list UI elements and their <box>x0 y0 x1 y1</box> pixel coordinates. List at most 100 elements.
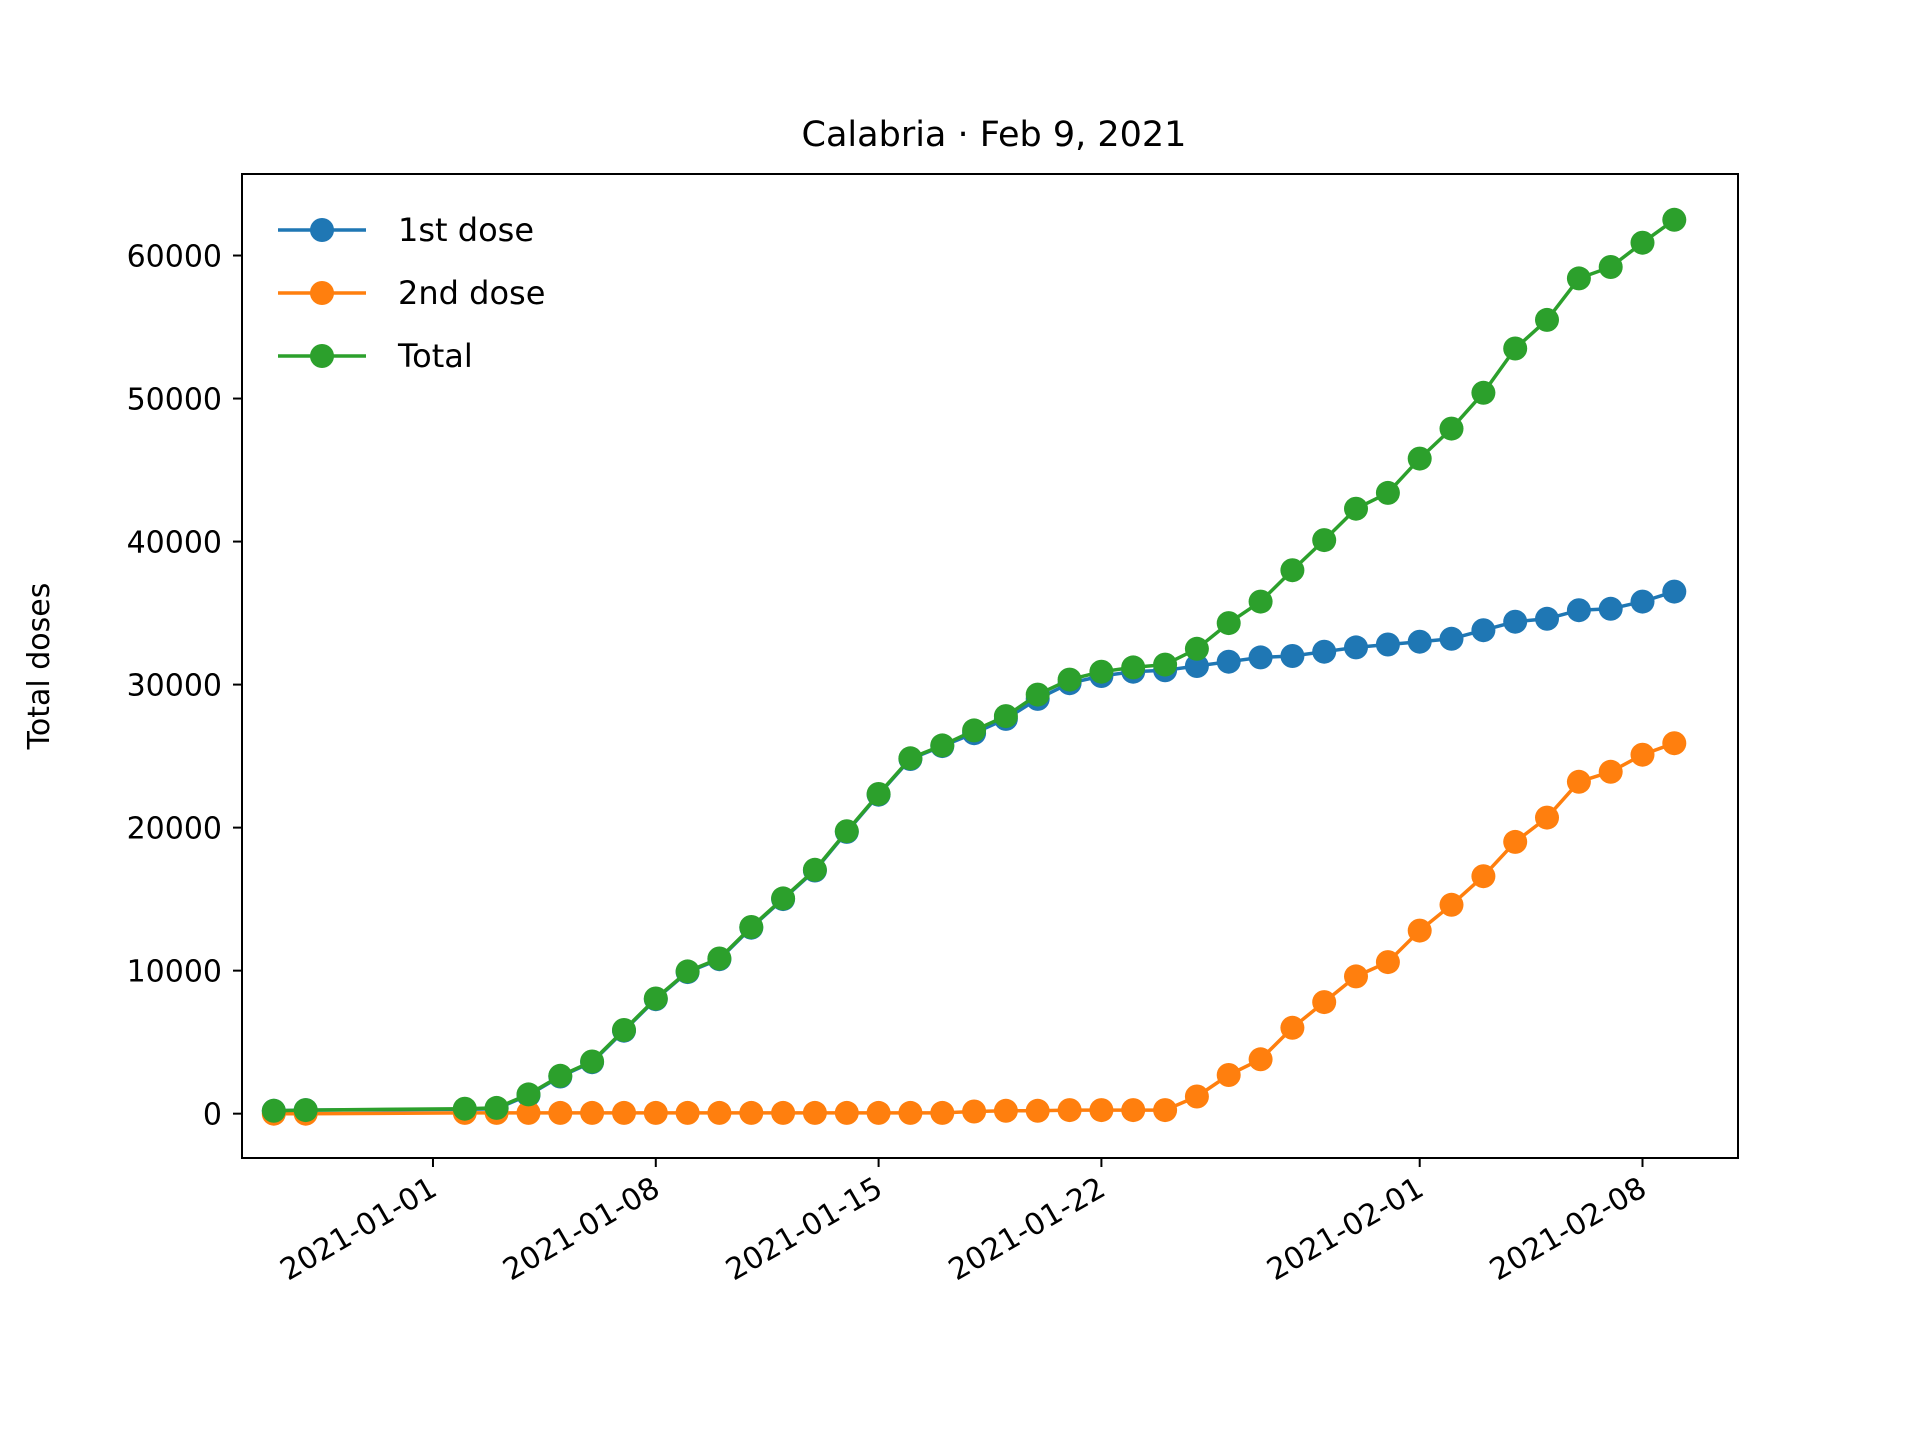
legend-label: Total <box>397 337 473 375</box>
data-point <box>1025 1098 1050 1123</box>
data-point <box>1216 1063 1241 1087</box>
data-point <box>1375 950 1400 975</box>
data-point <box>993 704 1018 729</box>
data-point <box>516 1082 541 1107</box>
data-point <box>802 857 827 882</box>
data-point <box>1216 649 1241 674</box>
data-point <box>1407 918 1432 943</box>
data-point <box>1312 528 1337 553</box>
data-point <box>548 1100 573 1125</box>
legend-label: 1st dose <box>398 211 534 249</box>
data-point <box>1535 805 1559 830</box>
data-point <box>612 1100 636 1125</box>
legend: 1st dose 2nd dose Total <box>278 211 545 375</box>
data-point <box>1184 636 1209 661</box>
data-point <box>1121 1098 1146 1123</box>
y-tick-label: 0 <box>203 1098 222 1133</box>
data-point <box>1471 618 1496 643</box>
data-point <box>1407 629 1432 654</box>
data-point <box>898 746 923 771</box>
data-point <box>1471 864 1496 889</box>
data-point <box>1439 892 1464 917</box>
data-point <box>484 1095 509 1120</box>
legend-item: Total <box>278 337 473 375</box>
data-point <box>1407 446 1432 471</box>
data-point <box>1280 1015 1305 1040</box>
data-point <box>1439 626 1464 651</box>
data-point <box>675 959 700 984</box>
data-point <box>261 1098 286 1123</box>
data-point <box>898 1100 923 1125</box>
data-point <box>1503 829 1528 854</box>
data-point <box>1312 639 1337 664</box>
data-point <box>1057 667 1082 692</box>
data-point <box>707 1100 732 1125</box>
data-point <box>580 1100 605 1125</box>
data-point <box>643 1100 668 1125</box>
data-point <box>771 1100 796 1125</box>
data-point <box>548 1063 573 1088</box>
data-point <box>675 1100 700 1125</box>
data-point <box>1344 964 1368 989</box>
data-point <box>866 1100 891 1125</box>
chart-title: Calabria · Feb 9, 2021 <box>802 115 1187 155</box>
data-point <box>993 1098 1018 1123</box>
data-point <box>771 886 796 911</box>
data-point <box>1598 759 1623 784</box>
data-point <box>930 733 955 758</box>
data-point <box>1662 579 1687 604</box>
data-point <box>962 718 987 743</box>
data-point <box>1344 635 1368 660</box>
data-point <box>1312 990 1337 1015</box>
axes-frame <box>241 173 1739 1159</box>
legend-swatch-marker <box>310 218 334 242</box>
data-point <box>612 1018 636 1042</box>
data-point <box>580 1049 605 1074</box>
data-point <box>1535 307 1559 332</box>
data-point <box>1375 632 1400 657</box>
data-point <box>962 1099 987 1124</box>
data-point <box>1121 655 1146 680</box>
data-point <box>1630 742 1655 767</box>
y-tick-label: 20000 <box>127 812 222 847</box>
data-point <box>1535 606 1559 631</box>
data-point <box>1503 336 1528 361</box>
data-point <box>834 819 859 844</box>
data-point <box>1662 731 1687 756</box>
data-point <box>1630 230 1655 255</box>
series-2 <box>261 207 1687 1123</box>
data-point <box>1184 1084 1209 1109</box>
data-point <box>1025 682 1050 707</box>
legend-item: 1st dose <box>278 211 534 249</box>
data-point <box>1057 1098 1082 1123</box>
data-point <box>1598 596 1623 621</box>
y-axis-label: Total doses <box>22 583 57 751</box>
data-point <box>707 946 732 971</box>
data-point <box>1630 589 1655 614</box>
data-point <box>834 1100 859 1125</box>
y-tick-label: 10000 <box>127 955 222 990</box>
data-point <box>1471 380 1496 405</box>
data-point <box>802 1100 827 1125</box>
legend-item: 2nd dose <box>278 274 545 312</box>
data-point <box>1153 652 1178 677</box>
data-point <box>1280 644 1305 668</box>
data-point <box>452 1096 477 1121</box>
y-tick-label: 30000 <box>127 669 222 704</box>
data-point <box>1344 496 1368 521</box>
data-point <box>1089 1098 1114 1123</box>
data-point <box>1248 589 1273 614</box>
data-point <box>739 1100 764 1125</box>
data-point <box>1503 609 1528 634</box>
data-point <box>1662 207 1687 232</box>
data-point <box>643 986 668 1011</box>
data-point <box>1153 1098 1178 1123</box>
data-point <box>1184 654 1209 678</box>
data-point <box>866 782 891 806</box>
data-point <box>1566 769 1591 794</box>
legend-label: 2nd dose <box>398 274 545 312</box>
data-point <box>1216 611 1241 636</box>
data-point <box>1280 558 1305 583</box>
data-point <box>516 1100 541 1125</box>
